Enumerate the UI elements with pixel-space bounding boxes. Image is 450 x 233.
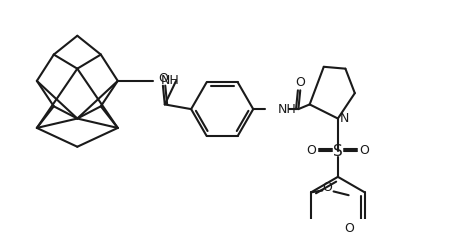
Text: O: O [322,181,332,194]
Text: N: N [340,112,349,125]
Text: O: O [359,144,369,157]
Text: NH: NH [278,103,297,116]
Text: O: O [295,76,305,89]
Text: O: O [306,144,316,157]
Text: NH: NH [161,74,180,87]
Text: O: O [344,222,354,233]
Text: S: S [333,144,343,159]
Text: O: O [158,72,168,85]
